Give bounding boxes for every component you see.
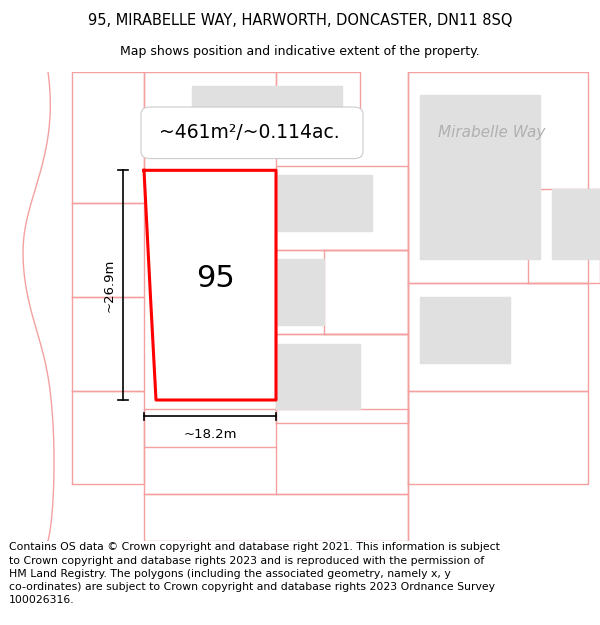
Text: ~26.9m: ~26.9m [103,259,116,312]
Polygon shape [420,95,540,259]
Text: ~18.2m: ~18.2m [183,428,237,441]
Polygon shape [192,86,276,156]
Polygon shape [144,170,276,400]
Polygon shape [276,86,342,138]
Polygon shape [276,344,360,409]
Polygon shape [552,189,600,259]
Polygon shape [420,297,510,362]
Text: Mirabelle Way: Mirabelle Way [439,125,545,140]
FancyBboxPatch shape [141,107,363,159]
Text: ~461m²/~0.114ac.: ~461m²/~0.114ac. [159,123,340,142]
Text: 95: 95 [197,264,235,292]
Text: 95, MIRABELLE WAY, HARWORTH, DONCASTER, DN11 8SQ: 95, MIRABELLE WAY, HARWORTH, DONCASTER, … [88,12,512,28]
Polygon shape [276,175,372,231]
Text: Map shows position and indicative extent of the property.: Map shows position and indicative extent… [120,45,480,58]
Text: Contains OS data © Crown copyright and database right 2021. This information is : Contains OS data © Crown copyright and d… [9,542,500,605]
Polygon shape [276,259,324,325]
